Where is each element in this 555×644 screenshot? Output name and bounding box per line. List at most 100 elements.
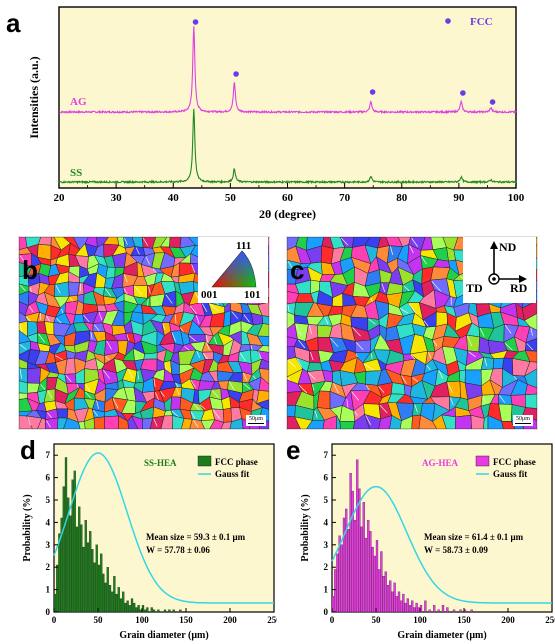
- twin-boundary: [85, 391, 92, 399]
- twin-boundary: [135, 247, 140, 255]
- y-tick-label: 6: [46, 473, 51, 483]
- y-tick-label: 1: [46, 585, 51, 595]
- x-axis-title: Grain diameter (μm): [119, 630, 208, 641]
- grain: [257, 301, 269, 317]
- histogram-bar: [115, 593, 118, 613]
- legend-label-fcc: FCC: [470, 16, 493, 28]
- legend-label-bar: FCC phase: [215, 457, 258, 467]
- panel-letter-e: e: [286, 435, 301, 465]
- histogram-bar: [386, 584, 390, 613]
- grain: [352, 414, 370, 429]
- twin-boundary: [408, 303, 417, 315]
- histogram-bar: [95, 544, 98, 613]
- x-tick-label: 100: [413, 615, 427, 625]
- twin-boundary: [171, 332, 176, 342]
- grain: [105, 266, 116, 279]
- grain: [53, 281, 70, 297]
- grain: [339, 421, 356, 429]
- grain: [37, 417, 46, 429]
- grain: [149, 415, 165, 429]
- twin-boundary: [213, 337, 217, 345]
- x-axis-title: 2θ (degree): [259, 207, 316, 221]
- twin-boundary: [363, 363, 374, 371]
- histogram-bar: [135, 607, 138, 613]
- twin-boundary: [399, 308, 409, 314]
- grain: [455, 414, 472, 429]
- twin-boundary: [308, 372, 316, 380]
- grain: [391, 382, 406, 395]
- twin-boundary: [175, 382, 179, 389]
- histogram-bar: [122, 591, 125, 613]
- grain: [45, 417, 59, 429]
- twin-boundary: [412, 377, 418, 382]
- panel-letter-c: c: [290, 255, 305, 285]
- histogram-bar: [152, 609, 156, 613]
- histogram-bar: [411, 600, 414, 613]
- grain: [261, 315, 269, 325]
- x-tick-label: 200: [223, 615, 237, 625]
- histogram-bar: [424, 600, 427, 613]
- histogram-bar: [97, 564, 101, 613]
- histogram-bar: [349, 472, 352, 613]
- twin-boundary: [190, 379, 196, 388]
- y-tick-label: 3: [324, 540, 329, 550]
- twin-boundary: [243, 314, 250, 323]
- twin-boundary: [352, 327, 361, 337]
- grain: [127, 415, 139, 429]
- histogram-bar: [375, 540, 379, 613]
- fcc-peak-marker: [460, 90, 466, 96]
- panel-letter-a: a: [6, 8, 21, 38]
- x-axis-title: Grain diameter (μm): [397, 630, 486, 641]
- fcc-peak-marker: [369, 89, 376, 95]
- twin-boundary: [148, 286, 151, 295]
- mean-size-annotation: Mean size = 61.4 ± 0.1 μm: [424, 532, 524, 542]
- twin-boundary: [438, 369, 443, 379]
- twin-boundary: [312, 384, 315, 391]
- histogram-title: AG-HEA: [422, 458, 459, 468]
- axis-label-nd: ND: [499, 240, 517, 254]
- grain: [524, 350, 537, 363]
- y-tick-label: 3: [46, 540, 51, 550]
- xrd-chart: 20 30 40 50 60 70 80 90 100 2θ (degree) Intensitie…: [27, 6, 525, 221]
- grain: [525, 393, 537, 409]
- twin-boundary: [499, 395, 506, 403]
- twin-boundary: [381, 283, 386, 293]
- histogram-bar: [340, 544, 343, 613]
- twin-boundary: [298, 339, 306, 349]
- histogram-bar: [71, 479, 74, 613]
- histogram-bar: [380, 551, 383, 613]
- twin-boundary: [165, 294, 173, 304]
- histogram-bar: [60, 517, 63, 613]
- twin-boundary: [19, 393, 24, 399]
- twin-boundary: [105, 288, 111, 297]
- twin-boundary: [428, 352, 432, 359]
- grain: [441, 414, 456, 429]
- histogram-bar: [360, 526, 363, 613]
- grain: [336, 415, 342, 429]
- grain: [483, 414, 489, 429]
- twin-boundary: [433, 340, 438, 347]
- grain: [37, 237, 52, 246]
- histogram-bar: [391, 591, 394, 613]
- ipf-label-001: 001: [201, 289, 218, 301]
- histogram-bar: [80, 524, 83, 613]
- twin-boundary: [310, 351, 314, 361]
- histogram-bar: [415, 602, 418, 613]
- legend-marker-fcc: [445, 18, 451, 24]
- twin-boundary: [403, 285, 410, 292]
- twin-boundary: [243, 383, 251, 390]
- y-tick-label: 1: [324, 585, 329, 595]
- histogram-bar: [108, 584, 112, 613]
- histogram-bar: [452, 609, 456, 613]
- histogram-bar: [389, 580, 392, 613]
- twin-boundary: [123, 288, 129, 296]
- twin-boundary: [171, 410, 180, 418]
- y-axis-title: Intensities (a.u.): [27, 56, 41, 138]
- histogram-bar: [433, 605, 436, 613]
- y-tick-label: 5: [324, 495, 329, 505]
- histogram-bar: [124, 602, 127, 613]
- histogram-bar: [163, 609, 167, 613]
- grain: [316, 390, 331, 410]
- twin-boundary: [409, 245, 414, 254]
- y-tick-label: 4: [46, 517, 51, 527]
